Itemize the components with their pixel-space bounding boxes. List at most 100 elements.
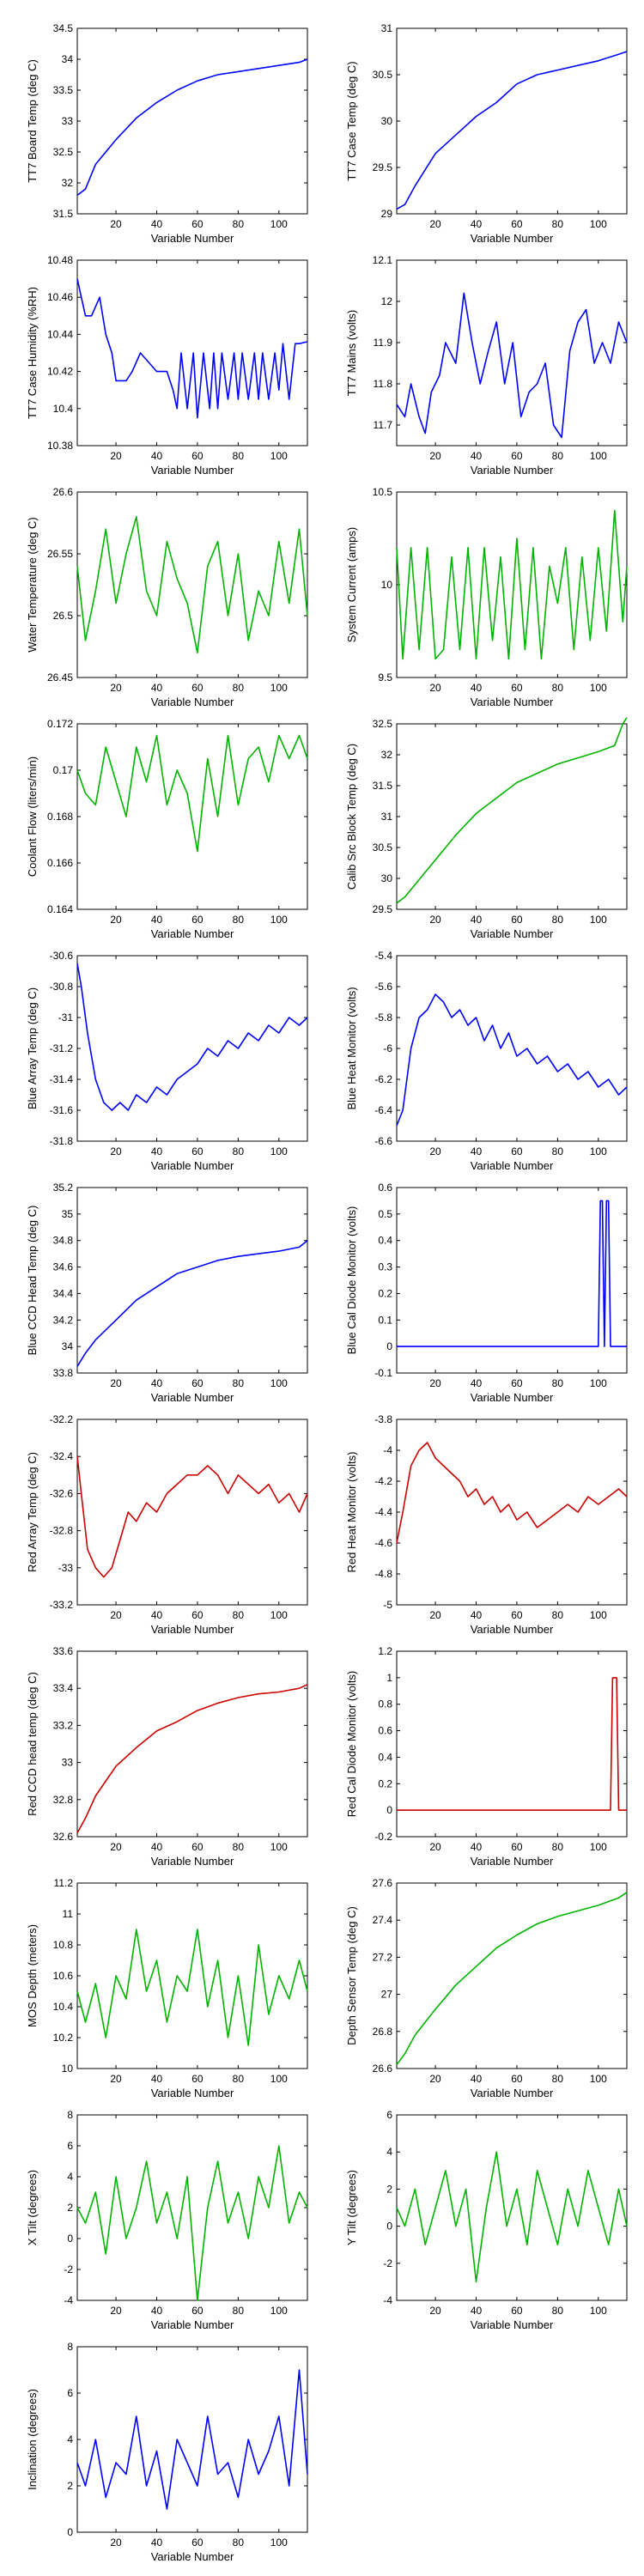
x-tick-label: 100	[590, 1377, 607, 1389]
y-tick-label: 32.6	[53, 1831, 74, 1843]
x-axis-label: Variable Number	[151, 1391, 234, 1404]
x-tick-label: 20	[429, 1609, 441, 1621]
plot-area	[76, 1650, 308, 1838]
x-tick-label: 20	[110, 2073, 122, 2085]
x-tick-label: 100	[270, 1841, 288, 1853]
y-tick-label: 12.1	[373, 254, 393, 266]
x-tick-label: 60	[191, 1145, 204, 1157]
x-tick-label: 20	[110, 2305, 122, 2317]
y-tick-label: -30.8	[50, 981, 74, 993]
y-tick-label: 29	[381, 208, 393, 220]
y-tick-label: 4	[386, 2146, 392, 2158]
y-tick-label: 31	[381, 811, 393, 823]
x-tick-label: 40	[151, 1145, 163, 1157]
x-tick-label: 100	[590, 2305, 607, 2317]
x-tick-label: 80	[233, 682, 245, 694]
data-series-line	[76, 1929, 308, 2046]
y-tick-label: -4	[383, 1444, 392, 1456]
y-axis-label: TT7 Mains (volts)	[345, 310, 358, 396]
x-axis-label: Variable Number	[151, 2087, 234, 2099]
y-tick-label: 33	[62, 1757, 74, 1769]
plot-area	[76, 1419, 308, 1606]
x-tick-label: 40	[151, 450, 163, 462]
chart-panel-8: 20 40 60 80 100 29.5 30 30.5 31 31.5 32 32.5 Variabl…	[345, 717, 628, 940]
y-axis-label: X Tilt (degrees)	[26, 2170, 39, 2245]
x-tick-label: 80	[233, 1145, 245, 1157]
y-tick-label: 0.17	[53, 764, 74, 776]
y-tick-label: 10	[62, 2063, 74, 2075]
x-tick-label: 60	[511, 914, 523, 926]
chart-panel-13: 20 40 60 80 100 -33.2 -33 -32.8 -32.6 -32.4 -32.2 V…	[26, 1413, 308, 1636]
y-tick-label: 4	[67, 2171, 73, 2183]
y-tick-label: -0.1	[374, 1367, 392, 1379]
data-series-line	[396, 1892, 628, 2066]
x-tick-label: 20	[110, 914, 122, 926]
data-series-line	[76, 1240, 308, 1367]
chart-panel-10: 20 40 60 80 100 -6.6 -6.4 -6.2 -6 -5.8 -5.6 -5.4 Var…	[345, 950, 628, 1172]
y-tick-label: -2	[64, 2263, 73, 2275]
y-tick-label: 32.5	[53, 146, 74, 158]
x-axis-label: Variable Number	[151, 1623, 234, 1636]
y-tick-label: 27.2	[373, 1951, 393, 1963]
x-tick-label: 80	[233, 914, 245, 926]
x-tick-label: 40	[151, 2537, 163, 2549]
y-tick-label: -4.6	[374, 1537, 392, 1549]
y-tick-label: 0	[386, 1340, 392, 1352]
data-series-line	[76, 58, 308, 197]
y-tick-label: 2	[67, 2480, 73, 2492]
data-series-line	[396, 292, 628, 439]
x-tick-label: 20	[110, 1377, 122, 1389]
y-axis-label: Blue CCD Head Temp (deg C)	[26, 1206, 39, 1356]
x-axis-label: Variable Number	[471, 2087, 554, 2099]
x-tick-label: 40	[151, 1609, 163, 1621]
y-axis-label: TT7 Case Temp (deg C)	[345, 61, 358, 180]
y-tick-label: 10.8	[53, 1939, 74, 1951]
y-tick-label: -33	[58, 1562, 74, 1574]
plot-area	[76, 1882, 308, 2069]
x-tick-label: 20	[110, 682, 122, 694]
x-tick-label: 60	[511, 1377, 523, 1389]
y-tick-label: -2	[383, 2257, 392, 2269]
x-tick-label: 20	[429, 914, 441, 926]
y-tick-label: 10.48	[47, 254, 73, 266]
y-tick-label: 2	[386, 2183, 392, 2195]
y-tick-label: 33.6	[53, 1645, 74, 1657]
x-axis-label: Variable Number	[471, 1855, 554, 1868]
y-tick-label: 11.7	[374, 419, 393, 431]
y-tick-label: 33.2	[53, 1719, 74, 1731]
chart-panel-17: 20 40 60 80 100 10 10.2 10.4 10.6 10.8 11 11.2 Varia…	[26, 1877, 308, 2099]
y-tick-label: 10.4	[53, 2001, 74, 2013]
x-tick-label: 40	[471, 450, 483, 462]
y-tick-label: 30.5	[373, 69, 393, 81]
x-tick-label: 60	[191, 682, 204, 694]
plot-area	[396, 723, 628, 910]
x-tick-label: 20	[110, 450, 122, 462]
x-tick-label: 100	[270, 218, 288, 230]
x-axis-label: Variable Number	[471, 232, 554, 245]
plot-area	[396, 1419, 628, 1606]
y-tick-label: 2	[67, 2202, 73, 2214]
y-tick-label: 34.8	[53, 1235, 74, 1247]
y-tick-label: 10.46	[47, 291, 73, 303]
y-tick-label: -32.2	[50, 1413, 74, 1425]
y-tick-label: 1	[386, 1672, 392, 1684]
x-axis-label: Variable Number	[151, 464, 234, 477]
y-tick-label: -6	[383, 1042, 392, 1054]
plot-area	[396, 491, 628, 678]
y-tick-label: 9.5	[378, 671, 392, 683]
x-tick-label: 60	[191, 450, 204, 462]
data-series-line	[396, 993, 628, 1127]
y-tick-label: -31.2	[50, 1042, 74, 1054]
x-tick-label: 40	[471, 1145, 483, 1157]
data-series-line	[76, 963, 308, 1111]
y-tick-label: 30	[381, 115, 393, 127]
x-tick-label: 40	[151, 2305, 163, 2317]
data-series-line	[396, 51, 628, 210]
y-tick-label: 6	[67, 2387, 73, 2399]
y-axis-label: Blue Array Temp (deg C)	[26, 987, 39, 1109]
x-tick-label: 40	[151, 2073, 163, 2085]
x-tick-label: 80	[552, 1377, 564, 1389]
x-tick-label: 60	[191, 914, 204, 926]
x-axis-label: Variable Number	[471, 464, 554, 477]
y-tick-label: 0	[386, 2221, 392, 2233]
